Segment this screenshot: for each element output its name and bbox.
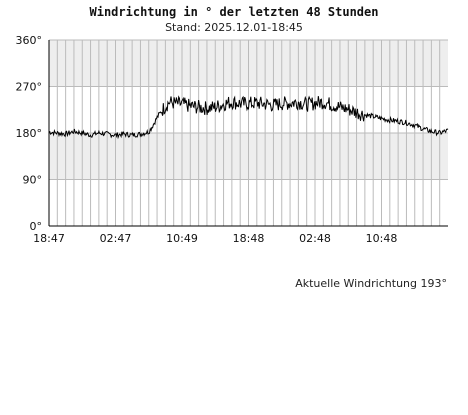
- x-tick-label: 02:48: [299, 232, 331, 245]
- series-line-wind-direction: [48, 95, 449, 140]
- y-tick-label: 270°: [16, 81, 43, 94]
- y-tick-label: 90°: [23, 174, 43, 187]
- series-layer: [48, 95, 449, 140]
- y-tick-labels: 0° 90° 180° 270° 360°: [16, 34, 43, 233]
- x-tick-label: 18:47: [33, 232, 65, 245]
- chart-subtitle: Stand: 2025.12.01-18:45: [165, 21, 303, 34]
- current-wind-direction: Aktuelle Windrichtung 193°: [295, 277, 447, 290]
- axes: [48, 40, 448, 227]
- y-tick-label: 180°: [16, 127, 43, 140]
- x-tick-label: 18:48: [233, 232, 265, 245]
- y-tick-label: 0°: [30, 220, 43, 233]
- chart-title: Windrichtung in ° der letzten 48 Stunden: [89, 5, 379, 19]
- x-tick-label: 10:48: [366, 232, 398, 245]
- y-tick-label: 360°: [16, 34, 43, 47]
- x-tick-labels: 18:47 02:47 10:49 18:48 02:48 10:48: [33, 232, 397, 245]
- x-tick-label: 10:49: [166, 232, 198, 245]
- x-tick-label: 02:47: [100, 232, 132, 245]
